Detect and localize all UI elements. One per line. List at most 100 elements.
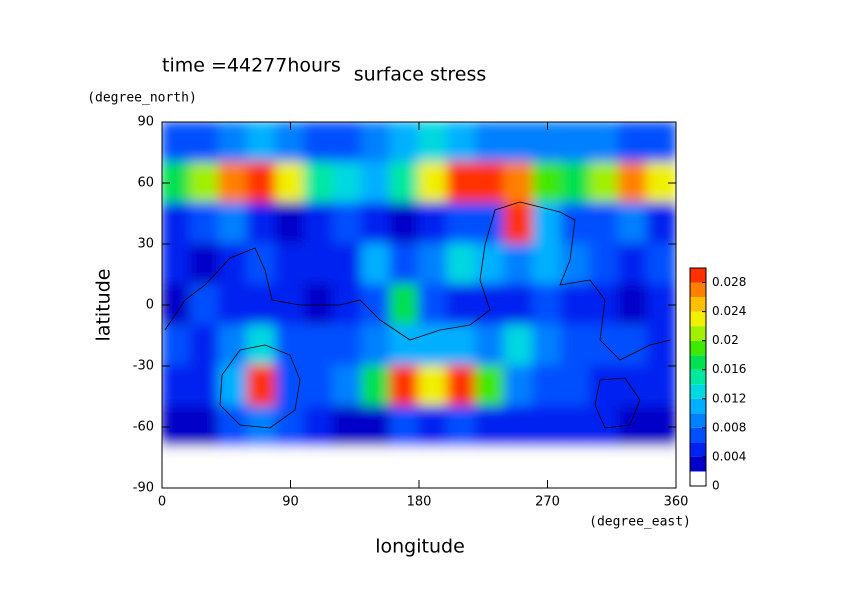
field-cell <box>418 202 449 245</box>
field-cell <box>303 446 335 488</box>
field-cell <box>332 202 363 245</box>
field-cell <box>218 161 249 205</box>
field-cell <box>246 283 278 327</box>
field-cell <box>189 202 221 245</box>
field-cell <box>162 243 192 286</box>
colorbar-tick-label: 0.016 <box>712 362 746 376</box>
field <box>162 122 676 488</box>
field-cell <box>617 324 649 367</box>
colorbar-band <box>690 297 706 312</box>
field-cell <box>475 122 506 164</box>
colorbar-band <box>690 355 706 370</box>
field-cell <box>560 161 592 205</box>
field-cell <box>418 324 449 367</box>
colorbar-tick-label: 0.02 <box>712 333 739 347</box>
field-cell <box>360 202 392 245</box>
x-tick-label: 0 <box>158 495 166 510</box>
field-cell <box>475 243 506 286</box>
field-cell <box>303 324 335 367</box>
field-cell <box>646 365 676 408</box>
field-cell <box>503 446 535 488</box>
field-cell <box>360 365 392 408</box>
field-cell <box>275 365 306 408</box>
field-cell <box>475 202 506 245</box>
colorbar-frame <box>689 267 707 487</box>
time-label: time =44277hours <box>162 55 341 77</box>
field-cell <box>617 365 649 408</box>
field-cell <box>218 283 249 327</box>
coastline <box>594 377 641 429</box>
field-cell <box>532 202 563 245</box>
field-cell <box>418 446 449 488</box>
field-cell <box>503 161 535 205</box>
field-cell <box>246 446 278 488</box>
field-cell <box>360 405 392 449</box>
field-cell <box>389 283 420 327</box>
field-cell <box>589 161 620 205</box>
field-cell <box>560 405 592 449</box>
field-cell <box>589 202 620 245</box>
field-cell <box>446 122 478 164</box>
field-cell <box>446 365 478 408</box>
colorbar-band <box>690 471 706 486</box>
field-cell <box>360 161 392 205</box>
field-cell <box>475 283 506 327</box>
field-cell <box>275 324 306 367</box>
field-cell <box>560 202 592 245</box>
field-cell <box>332 405 363 449</box>
field-cell <box>189 243 221 286</box>
field-cell <box>303 202 335 245</box>
field-cell <box>303 405 335 449</box>
field-cell <box>646 243 676 286</box>
field-cell <box>246 161 278 205</box>
field-cell <box>589 446 620 488</box>
field-cell <box>560 283 592 327</box>
field-cell <box>617 405 649 449</box>
colorbar-band <box>690 311 706 327</box>
y-tick-label: 30 <box>137 237 154 252</box>
field-cell <box>446 324 478 367</box>
field-cell <box>589 365 620 408</box>
field-cell <box>503 324 535 367</box>
field-cell <box>446 405 478 449</box>
field-cell <box>560 122 592 164</box>
field-cell <box>617 446 649 488</box>
field-cell <box>446 161 478 205</box>
field-cell <box>617 202 649 245</box>
y-tick-label: 90 <box>137 115 154 130</box>
field-cell <box>246 202 278 245</box>
colorbar-band <box>690 384 706 399</box>
colorbar-tick-label: 0.028 <box>712 275 746 289</box>
field-cell <box>532 243 563 286</box>
y-tick-label: -60 <box>133 420 154 435</box>
y-unit: (degree_north) <box>87 91 197 106</box>
field-cell <box>503 365 535 408</box>
field-cell <box>418 405 449 449</box>
field-cell <box>162 122 192 164</box>
field-cell <box>189 446 221 488</box>
field-cell <box>162 324 192 367</box>
x-tick-label: 90 <box>282 495 299 510</box>
field-cell <box>332 161 363 205</box>
coastline <box>164 201 671 361</box>
field-cell <box>189 122 221 164</box>
field-cell <box>389 122 420 164</box>
field-cell <box>617 161 649 205</box>
field-cell <box>303 365 335 408</box>
field-cell <box>332 446 363 488</box>
field-cell <box>560 446 592 488</box>
field-cell <box>418 122 449 164</box>
field-cell <box>646 446 676 488</box>
colorbar-tick-label: 0 <box>712 479 720 493</box>
field-cell <box>218 243 249 286</box>
colorbar-band <box>690 427 706 443</box>
field-cell <box>218 202 249 245</box>
field-cell <box>303 122 335 164</box>
field-cell <box>246 365 278 408</box>
field-cell <box>275 243 306 286</box>
field-cell <box>646 324 676 367</box>
field-cell <box>446 446 478 488</box>
field-cell <box>475 405 506 449</box>
x-tick-label: 180 <box>407 495 432 510</box>
